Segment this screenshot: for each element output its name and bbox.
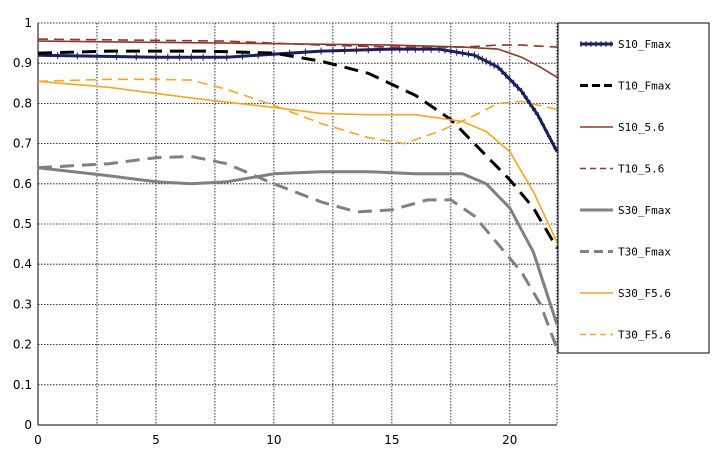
series-line-t30-f5-6 <box>37 78 558 145</box>
legend-box <box>557 22 710 354</box>
x-tick-label: 15 <box>384 433 399 447</box>
y-tick-label: 0.6 <box>13 177 32 191</box>
series-line-s30-f5-6 <box>37 80 558 243</box>
legend-label-t30-fmax: T30_Fmax <box>618 246 671 259</box>
y-tick-label: 0.2 <box>13 338 32 352</box>
tick-labels: 00.10.20.30.40.50.60.70.80.910 5 10 15 20 <box>13 16 518 447</box>
legend-label-s30-f5-6: S30_F5.6 <box>618 287 671 300</box>
legend-label-t30-f5-6: T30_F5.6 <box>618 329 671 342</box>
y-tick-label: 0.3 <box>13 297 32 311</box>
series-line-t30-fmax <box>37 155 559 350</box>
grid <box>37 22 557 426</box>
x-tick-label: 5 <box>152 433 160 447</box>
y-tick-label: 0.4 <box>13 257 32 271</box>
x-tick-label: 0 <box>34 433 42 447</box>
series-line-s10-fmax <box>37 47 559 153</box>
legend: S10_Fmax T10_Fmax S10_5.6 T10_5.6 S30_Fmax T3… <box>557 22 710 354</box>
legend-label-t10-fmax: T10_Fmax <box>618 80 671 93</box>
series-line-s10-5-6 <box>37 40 558 78</box>
series-line-t10-fmax <box>37 49 559 249</box>
y-tick-label: 0.5 <box>13 217 32 231</box>
legend-label-s30-fmax: S30_Fmax <box>618 204 671 217</box>
series-line-t10-5-6 <box>37 38 558 48</box>
legend-label-s10-5-6: S10_5.6 <box>618 121 664 134</box>
y-tick-label: 1 <box>24 16 32 30</box>
y-tick-label: 0.9 <box>13 56 32 70</box>
legend-label-s10-fmax: S10_Fmax <box>618 38 671 51</box>
x-tick-label: 20 <box>502 433 517 447</box>
legend-label-t10-5-6: T10_5.6 <box>618 163 664 176</box>
y-tick-label: 0.1 <box>13 378 32 392</box>
y-tick-label: 0.7 <box>13 137 32 151</box>
x-tick-label: 10 <box>266 433 281 447</box>
series-line-s30-fmax <box>37 166 559 325</box>
axes <box>37 23 558 426</box>
y-tick-label: 0.8 <box>13 96 32 110</box>
series-markers-s10-fmax <box>37 45 555 150</box>
series-lines <box>37 38 559 350</box>
y-tick-label: 0 <box>24 418 32 432</box>
